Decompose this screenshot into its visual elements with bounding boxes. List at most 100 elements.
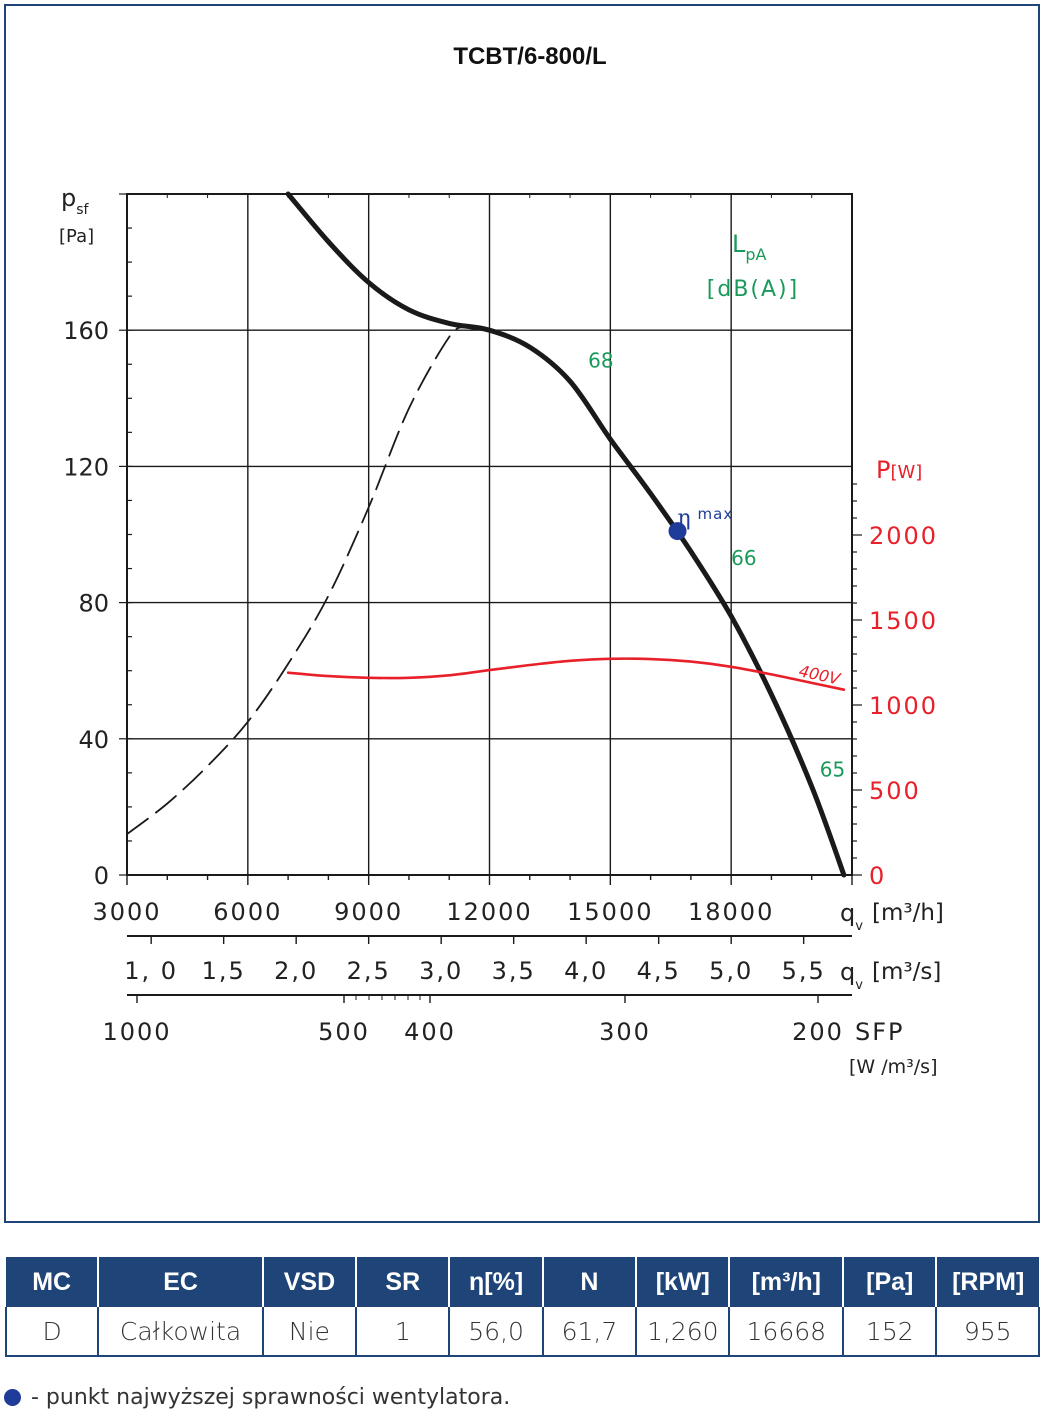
y2-tick-label: 2000	[869, 522, 938, 550]
y2-tick-label: 500	[869, 777, 921, 805]
eta-max-label: η	[678, 506, 691, 531]
eta-max-point	[668, 522, 687, 541]
y2-axis-label: P[W]	[876, 456, 922, 484]
x2-tick-label: 2,5	[347, 957, 391, 985]
x-tick-label: 18000	[688, 898, 774, 926]
x2-tick-label: 4,0	[564, 957, 608, 985]
y-axis-label: psf	[61, 184, 90, 218]
col-kw: [kW]	[636, 1257, 731, 1307]
x-tick-label: 9000	[334, 898, 403, 926]
series-label-400v: 400V	[797, 661, 843, 688]
minor-ticks	[119, 193, 862, 876]
cell-m3h: 16668	[729, 1307, 845, 1357]
y-tick-label: 80	[78, 590, 109, 618]
eta-max-mark: η max	[668, 505, 734, 541]
power-curve-400v	[286, 657, 846, 691]
y2-tick-label: 0	[869, 862, 886, 890]
x3-tick-label: 400	[404, 1018, 456, 1046]
noise-marks: 68 66 65	[588, 349, 845, 782]
noise-symbol: L	[732, 230, 746, 258]
y2-axis-unit: [W]	[890, 462, 922, 483]
col-rpm: [RPM]	[936, 1257, 1039, 1307]
y2-tick-labels: 0 500 1000 1500 2000	[869, 522, 938, 890]
x2-tick-label: 1,5	[202, 957, 246, 985]
x3-tick-label: 200	[792, 1018, 844, 1046]
legend-note-text: - punkt najwyższej sprawności wentylator…	[31, 1385, 511, 1410]
col-n: N	[542, 1257, 638, 1307]
x2-tick-label: 3,0	[419, 957, 463, 985]
x3-tick-label: 500	[318, 1018, 370, 1046]
cell-rpm: 955	[936, 1307, 1040, 1357]
cell-vsd: Nie	[262, 1307, 358, 1357]
x-axis-label: qv	[840, 899, 863, 934]
x2-tick-label: 5,5	[782, 957, 826, 985]
x2-tick-label: 1, 0	[124, 957, 178, 985]
table-header-row: MC EC VSD SR η[%] N [kW] [m³/h] [Pa] [RP…	[6, 1257, 1039, 1307]
cell-n: 61,7	[542, 1307, 638, 1357]
col-eta: η[%]	[449, 1257, 544, 1307]
eta-max-dot-icon	[4, 1389, 21, 1406]
noise-subscript: pA	[745, 245, 766, 264]
pressure-curve	[285, 191, 847, 878]
y-axis-unit: [Pa]	[59, 226, 94, 247]
x2-axis-label: qv	[840, 958, 863, 993]
legend-note: - punkt najwyższej sprawności wentylator…	[4, 1385, 510, 1410]
x-axis-symbol: q	[840, 899, 855, 927]
x-axis-m3s: 1, 0 1,5 2,0 2,5 3,0 3,5 4,0 4,5 5,0 5,5	[124, 935, 852, 985]
y-axis-symbol: p	[61, 184, 76, 212]
x2-tick-label: 5,0	[709, 957, 753, 985]
noise-value-label: 68	[588, 349, 613, 373]
chart-frame	[4, 4, 1040, 1223]
col-pa: [Pa]	[843, 1257, 938, 1307]
x2-axis-unit: [m³/s]	[872, 959, 941, 985]
x3-axis-label: SFP	[855, 1018, 905, 1046]
col-mc: MC	[6, 1257, 100, 1307]
table-row: D Całkowita Nie 1 56,0 61,7 1,260 16668 …	[4, 1307, 1040, 1357]
y-tick-label: 0	[94, 862, 109, 890]
x3-tick-label: 1000	[102, 1018, 171, 1046]
system-curve-dashed	[126, 325, 467, 835]
col-m3h: [m³/h]	[729, 1257, 845, 1307]
x-axis-sfp: 1000 500 400 300 200	[102, 994, 852, 1046]
y-tick-label: 40	[78, 726, 109, 754]
x-tick-label: 6000	[213, 898, 282, 926]
x3-axis-unit: [W /m³/s]	[849, 1056, 937, 1078]
cell-sr: 1	[356, 1307, 451, 1357]
y-tick-labels: 0 40 80 120 160	[63, 317, 109, 890]
col-vsd: VSD	[262, 1257, 358, 1307]
y2-tick-label: 1500	[869, 607, 938, 635]
x-axis-m3h: 3000 6000 9000 12000 15000 18000	[92, 875, 853, 926]
cell-eta: 56,0	[449, 1307, 544, 1357]
col-sr: SR	[356, 1257, 451, 1307]
x2-tick-label: 3,5	[492, 957, 536, 985]
y-tick-label: 160	[63, 317, 109, 345]
x2-tick-label: 2,0	[274, 957, 318, 985]
cell-mc: D	[4, 1307, 100, 1357]
y-axis-subscript: sf	[76, 202, 89, 218]
x2-axis-subscript: v	[855, 978, 863, 993]
x-tick-label: 15000	[567, 898, 653, 926]
noise-value-label: 66	[731, 546, 756, 570]
x3-tick-label: 300	[599, 1018, 651, 1046]
chart-title: TCBT/6-800/L	[453, 43, 606, 70]
x2-tick-label: 4,5	[637, 957, 681, 985]
noise-value-label: 65	[820, 757, 845, 781]
col-ec: EC	[98, 1257, 264, 1307]
fan-parameters-table: MC EC VSD SR η[%] N [kW] [m³/h] [Pa] [RP…	[4, 1257, 1040, 1357]
fan-performance-chart: TCBT/6-800/L psf [Pa] P[W] LpA [dB(A)] 4…	[59, 43, 944, 1078]
noise-label: LpA	[732, 230, 767, 264]
x-axis-subscript: v	[855, 919, 863, 934]
cell-kw: 1,260	[636, 1307, 731, 1357]
y-tick-label: 120	[63, 453, 109, 481]
x-tick-label: 3000	[92, 898, 161, 926]
y2-tick-label: 1000	[869, 692, 938, 720]
y2-axis-symbol: P	[876, 456, 890, 484]
cell-ec: Całkowita	[98, 1307, 264, 1357]
x2-axis-symbol: q	[840, 958, 855, 986]
x-tick-label: 12000	[446, 898, 532, 926]
eta-max-subscript: max	[698, 505, 734, 523]
noise-unit: [dB(A)]	[707, 277, 799, 302]
x-axis-unit: [m³/h]	[872, 900, 944, 926]
curves: 400V	[126, 191, 847, 878]
cell-pa: 152	[843, 1307, 938, 1357]
